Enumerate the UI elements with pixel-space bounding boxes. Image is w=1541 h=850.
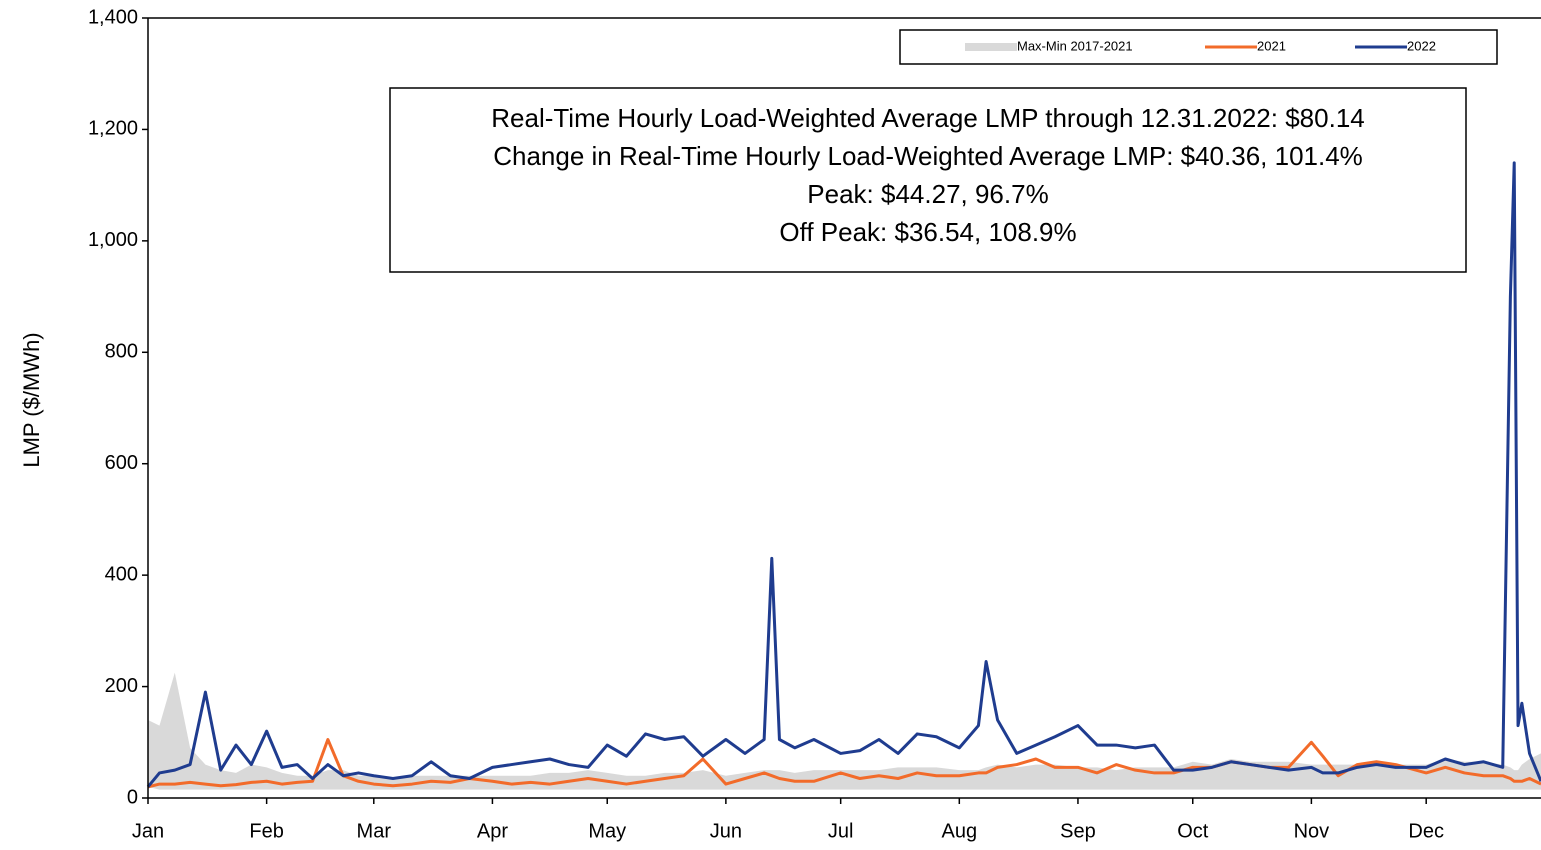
x-tick-label: Nov <box>1294 820 1330 842</box>
legend-label: 2021 <box>1257 38 1286 53</box>
x-tick-label: May <box>588 820 626 842</box>
x-tick-label: Mar <box>357 820 392 842</box>
x-tick-label: Dec <box>1408 820 1444 842</box>
x-tick-label: Jul <box>828 820 854 842</box>
legend-label: Max-Min 2017-2021 <box>1017 38 1133 53</box>
y-tick-label: 0 <box>127 786 138 808</box>
x-tick-label: Sep <box>1060 820 1096 842</box>
y-axis-label: LMP ($/MWh) <box>19 332 44 467</box>
plot <box>146 161 1541 790</box>
annotation-box <box>389 87 1467 273</box>
x-tick-label: Aug <box>942 820 978 842</box>
y-tick-label: 800 <box>105 341 138 363</box>
annotation-line: Real-Time Hourly Load-Weighted Average L… <box>491 103 1365 133</box>
y-tick-label: 1,200 <box>88 118 138 140</box>
y-tick-label: 600 <box>105 452 138 474</box>
y-tick-label: 200 <box>105 675 138 697</box>
series-line <box>146 161 1541 788</box>
legend-label: 2022 <box>1407 38 1436 53</box>
band-area <box>148 672 1541 790</box>
x-tick-label: Apr <box>477 820 508 842</box>
y-tick-label: 1,000 <box>88 229 138 251</box>
x-tick-label: Jun <box>710 820 742 842</box>
annotation-line: Off Peak: $36.54, 108.9% <box>779 217 1076 247</box>
annotation-line: Change in Real-Time Hourly Load-Weighted… <box>493 141 1363 171</box>
y-tick-label: 1,400 <box>88 6 138 28</box>
x-tick-label: Oct <box>1177 820 1209 842</box>
x-tick-label: Jan <box>132 820 164 842</box>
annotation-line: Peak: $44.27, 96.7% <box>807 179 1048 209</box>
y-tick-label: 400 <box>105 563 138 585</box>
x-tick-label: Feb <box>249 820 283 842</box>
